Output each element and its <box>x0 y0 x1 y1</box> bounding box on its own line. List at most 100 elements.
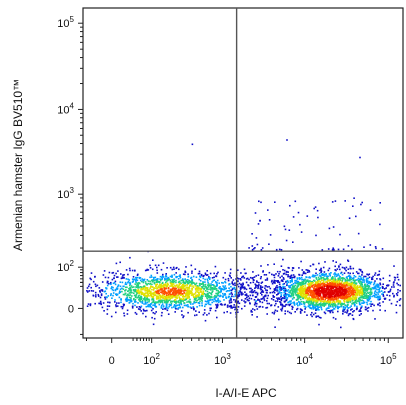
event-dot <box>272 290 275 293</box>
event-dot <box>134 295 137 297</box>
event-dot <box>140 305 143 308</box>
event-dot <box>188 279 190 282</box>
event-dot <box>208 288 210 291</box>
event-dot <box>171 268 174 271</box>
event-dot <box>216 292 218 295</box>
event-dot <box>274 280 277 282</box>
event-dot <box>119 285 122 288</box>
event-dot <box>281 304 284 306</box>
event-dot <box>368 287 370 290</box>
event-dot <box>86 290 88 292</box>
event-dot <box>280 265 283 267</box>
event-dot <box>321 290 323 292</box>
event-dot <box>162 305 165 307</box>
event-dot <box>320 290 322 292</box>
event-dot <box>348 313 350 315</box>
event-dot <box>174 299 176 301</box>
event-dot <box>180 282 182 284</box>
event-dot <box>306 215 309 217</box>
event-dot <box>306 294 308 296</box>
event-dot <box>338 277 341 279</box>
event-dot <box>256 280 258 282</box>
event-dot <box>190 303 192 305</box>
event-dot <box>165 285 167 287</box>
event-dot <box>303 296 306 299</box>
event-dot <box>330 280 333 283</box>
event-dot <box>385 287 387 289</box>
event-dot <box>145 302 147 305</box>
event-dot <box>300 298 302 301</box>
event-dot <box>368 282 370 285</box>
event-dot <box>357 277 360 280</box>
event-dot <box>273 263 275 265</box>
event-dot <box>285 294 287 297</box>
event-dot <box>158 299 160 302</box>
event-dot <box>291 277 293 279</box>
event-dot <box>264 289 267 291</box>
event-dot <box>165 273 167 275</box>
event-dot <box>88 283 91 286</box>
event-dot <box>173 273 176 276</box>
event-dot <box>106 305 109 307</box>
event-dot <box>150 290 152 293</box>
event-dot <box>187 294 190 297</box>
event-dot <box>384 309 386 312</box>
event-dot <box>326 297 328 299</box>
event-dot <box>196 291 199 293</box>
event-dot <box>230 289 233 292</box>
event-dot <box>262 270 264 272</box>
event-dot <box>151 301 153 304</box>
event-dot <box>358 300 360 302</box>
event-dot <box>175 275 177 278</box>
event-dot <box>142 293 144 296</box>
event-dot <box>115 305 117 308</box>
event-dot <box>127 281 129 284</box>
event-dot <box>286 293 289 296</box>
event-dot <box>388 299 391 301</box>
event-dot <box>172 281 174 284</box>
event-dot <box>366 288 369 290</box>
event-dot <box>172 293 175 295</box>
event-dot <box>134 270 136 272</box>
event-dot <box>214 299 217 302</box>
event-dot <box>238 282 241 285</box>
event-dot <box>277 275 280 277</box>
x-tick-label: 105 <box>380 352 397 367</box>
event-dot <box>285 271 288 273</box>
event-dot <box>320 277 323 280</box>
event-dot <box>154 287 156 289</box>
event-dot <box>213 272 215 275</box>
event-dot <box>207 301 210 303</box>
event-dot <box>345 284 348 286</box>
event-dot <box>352 290 354 293</box>
event-dot <box>137 308 140 310</box>
event-dot <box>322 289 324 291</box>
event-dot <box>208 299 211 302</box>
event-dot <box>320 275 322 278</box>
event-dot <box>257 286 260 288</box>
event-dot <box>136 290 138 293</box>
event-dot <box>308 289 310 292</box>
event-dot <box>137 282 139 285</box>
event-dot <box>353 298 355 301</box>
event-dot <box>178 268 180 271</box>
event-dot <box>157 296 160 298</box>
event-dot <box>252 291 254 294</box>
event-dot <box>318 285 321 288</box>
event-dot <box>227 304 229 307</box>
event-dot <box>326 307 329 309</box>
event-dot <box>369 281 372 284</box>
event-dot <box>330 288 332 291</box>
event-dot <box>276 270 279 273</box>
event-dot <box>146 292 149 295</box>
event-dot <box>279 301 281 303</box>
event-dot <box>260 288 262 291</box>
event-dot <box>230 297 232 299</box>
event-dot <box>155 278 157 281</box>
event-dot <box>130 299 132 302</box>
event-dot <box>360 278 363 280</box>
event-dot <box>340 305 343 307</box>
event-dot <box>297 292 299 295</box>
event-dot <box>165 284 167 287</box>
event-dot <box>278 273 280 275</box>
